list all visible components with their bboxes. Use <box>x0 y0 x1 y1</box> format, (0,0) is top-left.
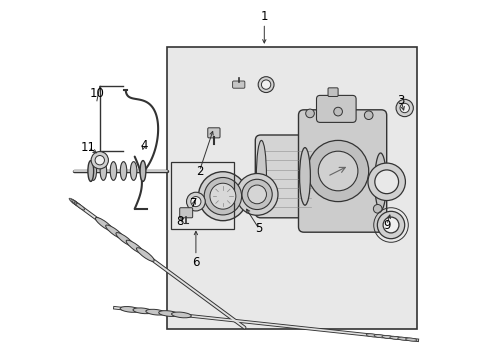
Ellipse shape <box>397 337 408 340</box>
Text: 11: 11 <box>80 141 95 154</box>
FancyBboxPatch shape <box>255 135 318 218</box>
FancyBboxPatch shape <box>298 110 386 232</box>
Circle shape <box>373 168 381 177</box>
Ellipse shape <box>95 217 113 231</box>
FancyBboxPatch shape <box>327 88 337 96</box>
Ellipse shape <box>299 148 310 205</box>
Ellipse shape <box>140 161 145 181</box>
Circle shape <box>190 197 201 207</box>
Ellipse shape <box>126 240 143 254</box>
Ellipse shape <box>256 140 266 212</box>
Circle shape <box>204 177 241 215</box>
Circle shape <box>261 80 270 89</box>
Circle shape <box>95 156 104 165</box>
Circle shape <box>209 183 235 209</box>
Ellipse shape <box>120 306 140 312</box>
Circle shape <box>367 163 405 201</box>
FancyBboxPatch shape <box>316 95 355 122</box>
Circle shape <box>374 170 398 194</box>
Ellipse shape <box>145 309 165 315</box>
Ellipse shape <box>374 153 386 211</box>
Text: 10: 10 <box>89 87 104 100</box>
FancyBboxPatch shape <box>232 81 244 88</box>
Text: 3: 3 <box>397 94 404 107</box>
Text: 9: 9 <box>382 219 389 231</box>
Ellipse shape <box>133 308 152 314</box>
FancyBboxPatch shape <box>207 128 220 138</box>
Ellipse shape <box>136 248 154 261</box>
Ellipse shape <box>159 311 178 316</box>
Circle shape <box>377 211 404 239</box>
Ellipse shape <box>110 162 117 180</box>
Circle shape <box>91 152 108 169</box>
Ellipse shape <box>171 312 191 318</box>
Ellipse shape <box>389 336 401 339</box>
Ellipse shape <box>366 334 377 337</box>
Ellipse shape <box>69 198 78 205</box>
Circle shape <box>382 217 398 233</box>
Ellipse shape <box>100 162 106 180</box>
Text: 2: 2 <box>195 165 203 177</box>
Ellipse shape <box>105 225 123 239</box>
Ellipse shape <box>88 161 94 181</box>
Text: 1: 1 <box>260 10 267 23</box>
Circle shape <box>333 107 342 116</box>
Text: 4: 4 <box>140 139 147 152</box>
Ellipse shape <box>71 199 80 206</box>
Circle shape <box>395 99 412 117</box>
Circle shape <box>364 111 372 120</box>
Circle shape <box>198 172 247 221</box>
Text: 6: 6 <box>192 256 199 269</box>
Ellipse shape <box>405 338 416 341</box>
Ellipse shape <box>116 233 133 246</box>
Circle shape <box>373 204 381 213</box>
Ellipse shape <box>373 335 385 338</box>
Ellipse shape <box>72 201 81 207</box>
Circle shape <box>236 174 277 215</box>
Text: 8: 8 <box>176 215 183 228</box>
Ellipse shape <box>120 162 126 180</box>
Circle shape <box>242 179 272 210</box>
Circle shape <box>186 192 205 211</box>
Text: 5: 5 <box>255 222 262 235</box>
Circle shape <box>305 109 314 118</box>
Ellipse shape <box>381 336 392 339</box>
Ellipse shape <box>130 162 137 180</box>
Circle shape <box>247 185 266 204</box>
Ellipse shape <box>90 162 96 180</box>
Circle shape <box>399 103 408 113</box>
Bar <box>167 47 416 329</box>
FancyBboxPatch shape <box>179 208 192 218</box>
Circle shape <box>258 77 273 93</box>
Circle shape <box>318 151 357 191</box>
Ellipse shape <box>76 203 84 210</box>
Text: 7: 7 <box>190 197 198 210</box>
Bar <box>170 162 233 229</box>
Circle shape <box>307 140 368 202</box>
Ellipse shape <box>74 202 83 209</box>
